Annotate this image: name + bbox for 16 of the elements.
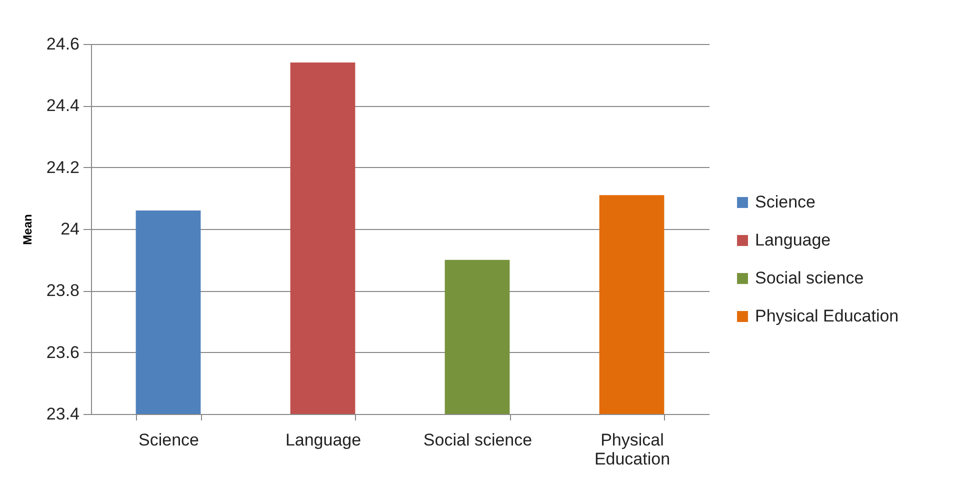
x-tick-label: Science xyxy=(138,430,199,450)
y-tick-label: 24.4 xyxy=(46,96,80,116)
x-tick-label: Language xyxy=(285,430,362,450)
y-axis-title: Mean xyxy=(20,214,34,245)
x-tick-label: Social science xyxy=(423,430,532,450)
y-tick-label: 23.4 xyxy=(46,404,80,424)
legend-label: Science xyxy=(755,192,816,212)
legend-label: Physical Education xyxy=(755,306,899,326)
y-tick-label: 24.2 xyxy=(46,158,80,177)
y-tick-label: 24 xyxy=(60,220,80,238)
y-tick-label: 23.6 xyxy=(46,342,80,362)
x-tick-label: Physical Education xyxy=(594,430,670,468)
legend-label: Social science xyxy=(755,268,864,288)
y-tick-label: 23.8 xyxy=(46,281,80,300)
y-tick-label: 24.6 xyxy=(46,34,80,54)
legend-label: Language xyxy=(755,230,831,250)
